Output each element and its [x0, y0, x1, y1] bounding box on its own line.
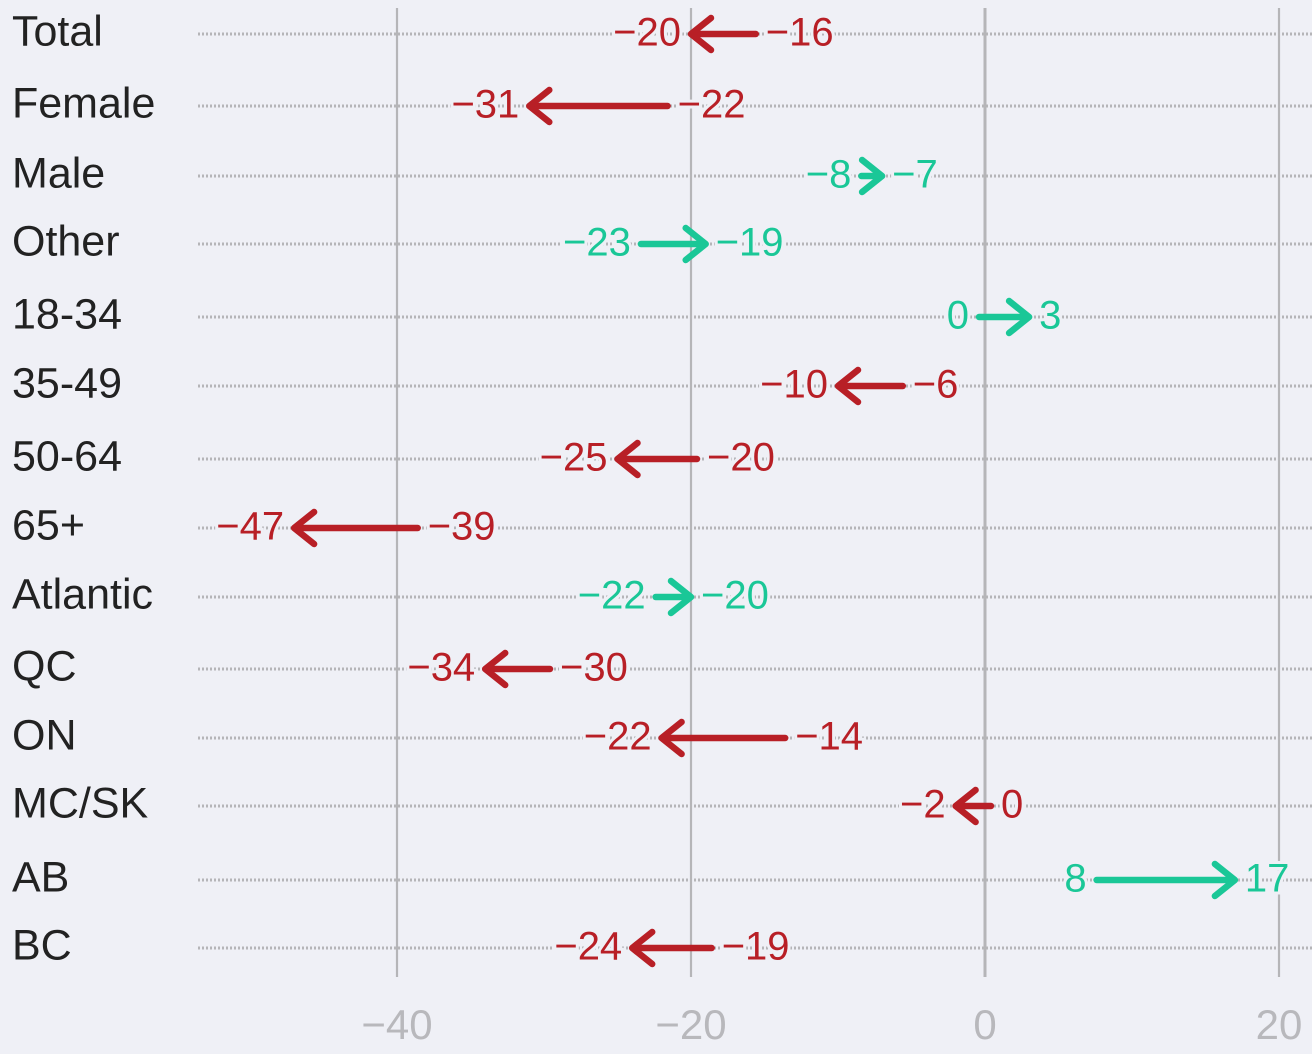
start-value-label: 0 [1001, 783, 1023, 827]
chart-row: BC −19 −24 [12, 921, 1312, 972]
start-value-label: −6 [913, 363, 959, 407]
chart-row: Female −22 −31 [12, 79, 1312, 130]
row-label: 50-64 [12, 432, 122, 480]
chart-row: ON −14 −22 [12, 711, 1312, 762]
arrow-head [614, 439, 641, 479]
end-value-label: −19 [716, 221, 784, 265]
row-label: Female [12, 79, 155, 127]
chart-row: Male −8 −7 [12, 149, 1312, 200]
arrow-head [952, 786, 979, 826]
x-tick-label: −20 [655, 1001, 726, 1048]
row-label: Total [12, 7, 103, 55]
row-label: ON [12, 711, 77, 759]
x-tick-label: 20 [1256, 1001, 1303, 1048]
end-value-label: 3 [1039, 294, 1061, 338]
arrow-head [481, 649, 509, 689]
row-label: Atlantic [12, 570, 153, 618]
row-label: MC/SK [12, 779, 149, 827]
row-label: 65+ [12, 501, 85, 549]
end-value-label: 17 [1245, 857, 1290, 901]
chart-row: 35-49 −6 −10 [12, 359, 1312, 410]
chart-row: QC −30 −34 [12, 642, 1312, 693]
end-value-label: −10 [760, 363, 828, 407]
x-tick-label: −40 [361, 1001, 432, 1048]
row-label: QC [12, 642, 77, 690]
end-value-label: −2 [900, 783, 946, 827]
row-label: Male [12, 149, 105, 197]
end-value-label: −25 [540, 436, 608, 480]
start-value-label: 0 [947, 294, 969, 338]
arrow-head [290, 508, 318, 548]
start-value-label: −39 [428, 505, 496, 549]
start-value-label: −19 [722, 925, 790, 969]
end-value-label: −24 [554, 925, 622, 969]
end-value-label: −47 [216, 505, 284, 549]
chart-row: Total −16 −20 [12, 7, 1312, 58]
row-label: 18-34 [12, 290, 122, 338]
start-value-label: −14 [795, 715, 863, 759]
arrow-head [628, 928, 656, 968]
start-value-label: −23 [563, 221, 631, 265]
chart-row: AB 8 17 [12, 853, 1312, 904]
end-value-label: −20 [613, 11, 681, 55]
x-axis-ticks: −40 −20 0 20 [361, 1001, 1302, 1048]
end-value-label: −34 [407, 646, 475, 690]
arrow-head [834, 366, 862, 406]
arrow-head [682, 224, 709, 264]
start-value-label: 8 [1064, 857, 1086, 901]
arrow-head [526, 86, 553, 126]
arrow-head [667, 577, 695, 617]
start-value-label: −30 [560, 646, 628, 690]
row-label: AB [12, 853, 69, 901]
arrow-head [687, 14, 715, 54]
arrow-head [658, 718, 685, 758]
row-label: 35-49 [12, 359, 122, 407]
start-value-label: −20 [707, 436, 775, 480]
start-value-label: −22 [678, 83, 746, 127]
chart-row: MC/SK 0 −2 [12, 779, 1312, 830]
chart-row: Other −23 −19 [12, 217, 1312, 268]
arrow-head [1005, 297, 1033, 337]
row-label: Other [12, 217, 120, 265]
end-value-label: −20 [701, 574, 769, 618]
x-tick-label: 0 [973, 1001, 996, 1048]
start-value-label: −22 [578, 574, 646, 618]
start-value-label: −16 [766, 11, 834, 55]
end-value-label: −22 [584, 715, 652, 759]
arrow-head [858, 156, 886, 196]
end-value-label: −31 [451, 83, 519, 127]
arrow-head [1211, 860, 1239, 900]
chart-row: 18-34 0 3 [12, 290, 1312, 341]
chart-row: 50-64 −20 −25 [12, 432, 1312, 483]
chart-row: 65+ −39 −47 [12, 501, 1312, 552]
chart-row: Atlantic −22 −20 [12, 570, 1312, 621]
row-label: BC [12, 921, 72, 969]
start-value-label: −8 [806, 153, 852, 197]
grid-layer [395, 8, 1281, 977]
end-value-label: −7 [892, 153, 938, 197]
